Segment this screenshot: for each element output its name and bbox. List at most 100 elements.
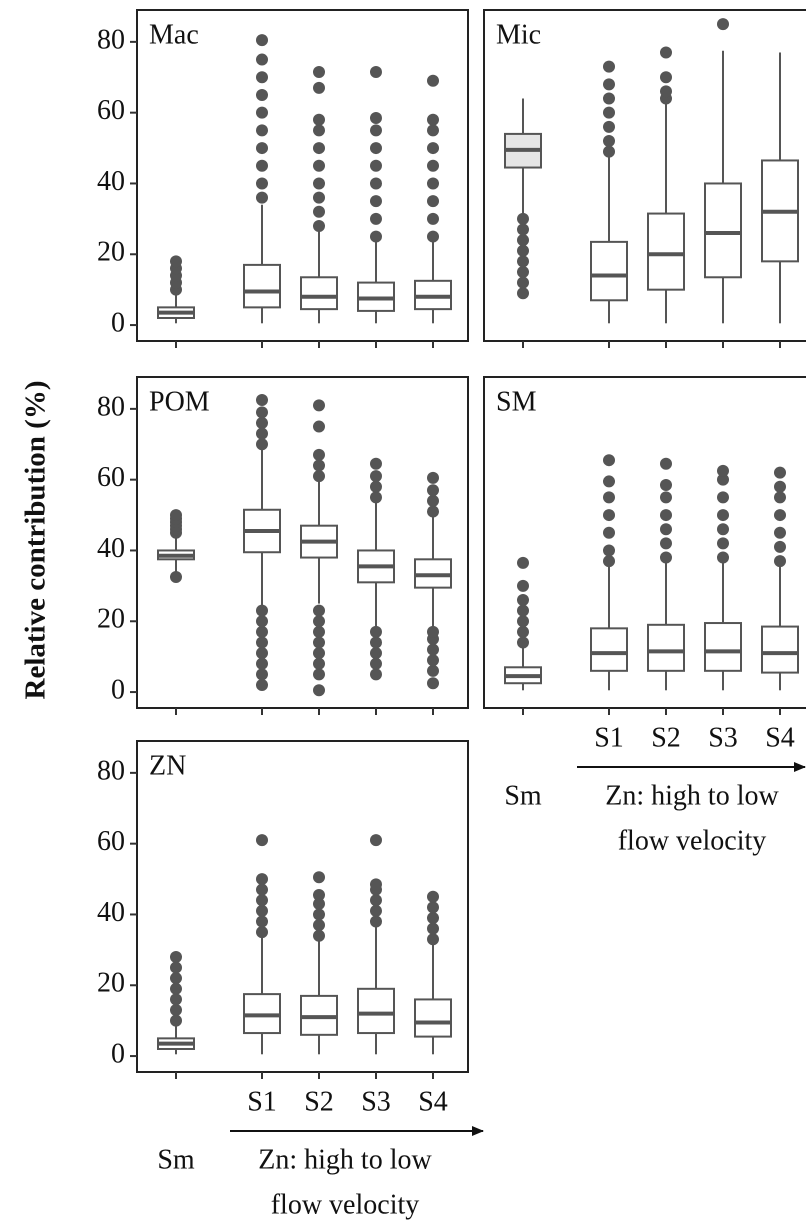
outlier [517, 594, 529, 607]
outlier [256, 71, 268, 84]
outlier [717, 473, 729, 486]
outlier [313, 604, 325, 617]
panel-title: ZN [149, 750, 186, 781]
panel-frame [483, 9, 806, 342]
outlier [170, 961, 182, 974]
outlier [603, 120, 615, 133]
outlier [256, 678, 268, 691]
x-axis-label: flow velocity [271, 1189, 420, 1220]
outlier [517, 579, 529, 592]
x-tick-label: S4 [765, 722, 795, 753]
outlier [370, 480, 382, 493]
outlier [313, 657, 325, 670]
outlier [517, 255, 529, 268]
outlier [313, 636, 325, 649]
box [300, 276, 338, 311]
outlier [256, 88, 268, 101]
outlier [313, 908, 325, 921]
outlier [170, 972, 182, 985]
outlier [256, 647, 268, 660]
outlier [370, 636, 382, 649]
outlier [313, 65, 325, 78]
x-tick-label: S2 [304, 1086, 334, 1117]
outlier [660, 478, 672, 491]
outlier [427, 195, 439, 208]
outlier [313, 81, 325, 94]
outlier [370, 195, 382, 208]
outlier [256, 926, 268, 939]
outlier [370, 177, 382, 190]
outlier [774, 466, 786, 479]
outlier [370, 212, 382, 225]
y-tick-label: 60 [97, 462, 125, 493]
outlier [427, 230, 439, 243]
outlier [774, 491, 786, 504]
outlier [427, 113, 439, 126]
outlier [603, 78, 615, 91]
y-tick-label: 80 [97, 391, 125, 422]
y-tick-label: 40 [97, 533, 125, 564]
outlier [717, 509, 729, 522]
outlier [427, 484, 439, 497]
outlier [427, 494, 439, 507]
outlier [256, 894, 268, 907]
outlier [517, 615, 529, 628]
panel-title: SM [496, 386, 537, 417]
x-tick-label: S3 [361, 1086, 391, 1117]
y-tick-label: 20 [97, 237, 125, 268]
panel-frame [136, 740, 469, 1073]
outlier [427, 625, 439, 638]
outlier [313, 420, 325, 433]
box [647, 623, 685, 672]
outlier [427, 159, 439, 172]
x-axis-label: Zn: high to low [258, 1144, 432, 1175]
outlier [660, 523, 672, 536]
outlier [256, 873, 268, 886]
outlier [370, 65, 382, 78]
outlier [717, 491, 729, 504]
outlier [774, 526, 786, 539]
x-tick-label: S2 [651, 722, 681, 753]
outlier [427, 124, 439, 137]
outlier [313, 684, 325, 697]
outlier [170, 255, 182, 268]
outlier [370, 834, 382, 847]
panel-title: POM [149, 386, 210, 417]
outlier [256, 915, 268, 928]
panel-title: Mic [496, 19, 541, 50]
x-axis-label: flow velocity [618, 825, 767, 856]
outlier [370, 647, 382, 660]
outlier [313, 219, 325, 232]
outlier [256, 657, 268, 670]
outlier [313, 191, 325, 204]
panel-frame [136, 376, 469, 709]
x-tick-label: S3 [708, 722, 738, 753]
y-tick-label: 0 [111, 307, 125, 338]
outlier [370, 878, 382, 891]
outlier [313, 470, 325, 483]
box [704, 622, 742, 672]
outlier [313, 142, 325, 155]
outlier [603, 145, 615, 158]
outlier [660, 46, 672, 59]
outlier [313, 647, 325, 660]
y-tick-label: 20 [97, 604, 125, 635]
outlier [170, 1014, 182, 1027]
outlier [717, 537, 729, 550]
outlier [313, 625, 325, 638]
outlier [603, 544, 615, 557]
outlier [427, 664, 439, 677]
outlier [256, 124, 268, 137]
box [590, 240, 628, 302]
y-axis-label: Relative contribution (%) [20, 381, 52, 700]
box [761, 625, 799, 674]
outlier [370, 457, 382, 470]
outlier [313, 399, 325, 412]
outlier [427, 643, 439, 656]
panel-frame [136, 9, 469, 342]
outlier [427, 922, 439, 935]
outlier [256, 53, 268, 66]
outlier [427, 74, 439, 87]
box [357, 987, 395, 1035]
